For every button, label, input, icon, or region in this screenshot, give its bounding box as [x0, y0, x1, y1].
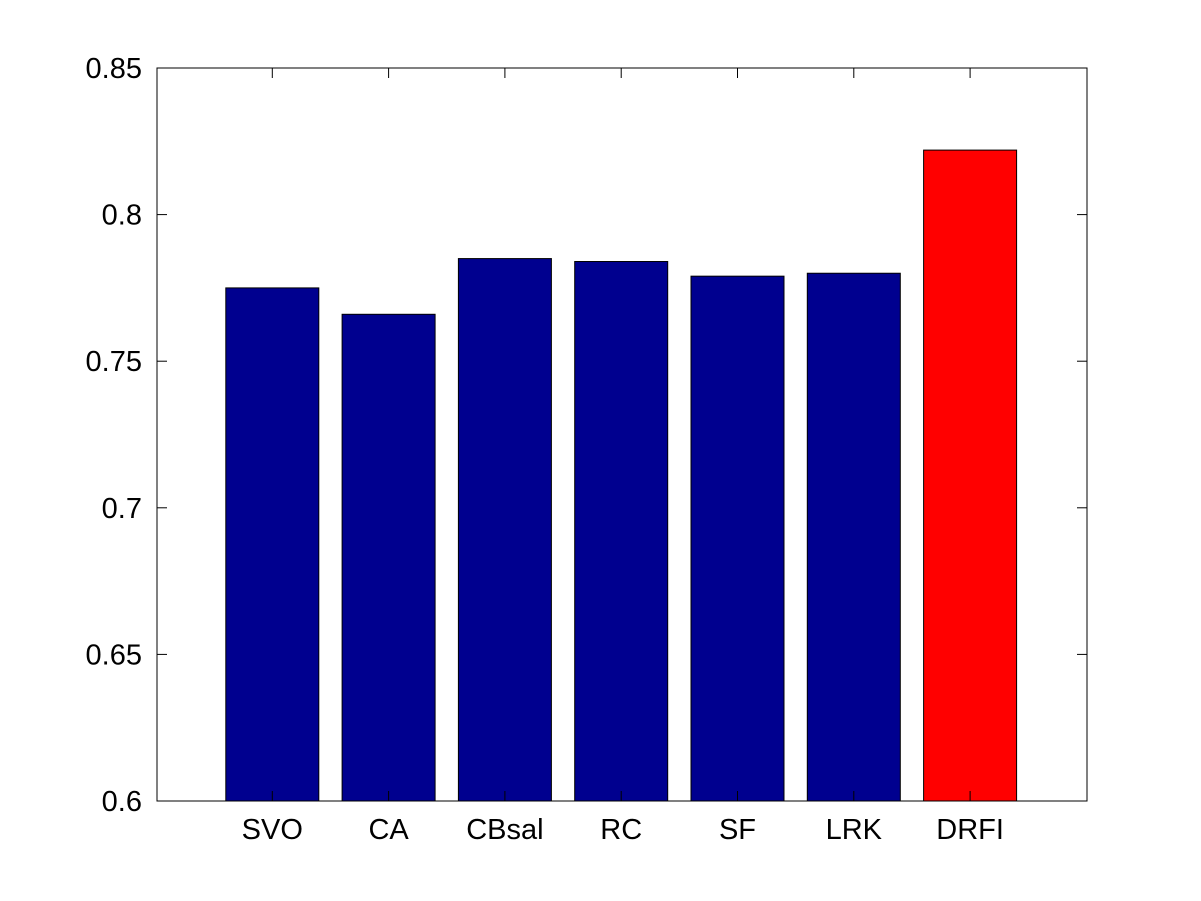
axes-box: [156, 67, 1088, 802]
x-tick-label-ca: CA: [368, 814, 409, 846]
bar-rc: [574, 261, 669, 802]
x-tick-label-lrk: LRK: [826, 814, 883, 846]
bar-lrk: [806, 272, 901, 802]
bar-sf: [690, 275, 785, 802]
y-tick-label: 0.8: [102, 200, 142, 232]
x-tick-label-drfi: DRFI: [936, 814, 1004, 846]
x-tick-label-svo: SVO: [242, 814, 303, 846]
y-tick-label: 0.85: [86, 53, 142, 85]
bar-ca: [341, 313, 436, 802]
axes-layer: [156, 67, 1088, 802]
bar-drfi: [923, 149, 1018, 802]
x-tick-label-sf: SF: [719, 814, 756, 846]
bar-cbsal: [457, 258, 552, 802]
bars-layer: [225, 149, 1018, 802]
y-tick-label: 0.7: [102, 493, 142, 525]
bar-svo: [225, 287, 320, 802]
x-tick-label-rc: RC: [600, 814, 642, 846]
labels-layer: 0.6 0.65 0.7 0.75 0.8 0.85 SVO CA CBsal RC SF LRK DR…: [86, 53, 1004, 846]
y-tick-label: 0.65: [86, 639, 142, 671]
x-tick-label-cbsal: CBsal: [466, 814, 543, 846]
y-tick-label: 0.6: [102, 786, 142, 818]
y-tick-label: 0.75: [86, 346, 142, 378]
